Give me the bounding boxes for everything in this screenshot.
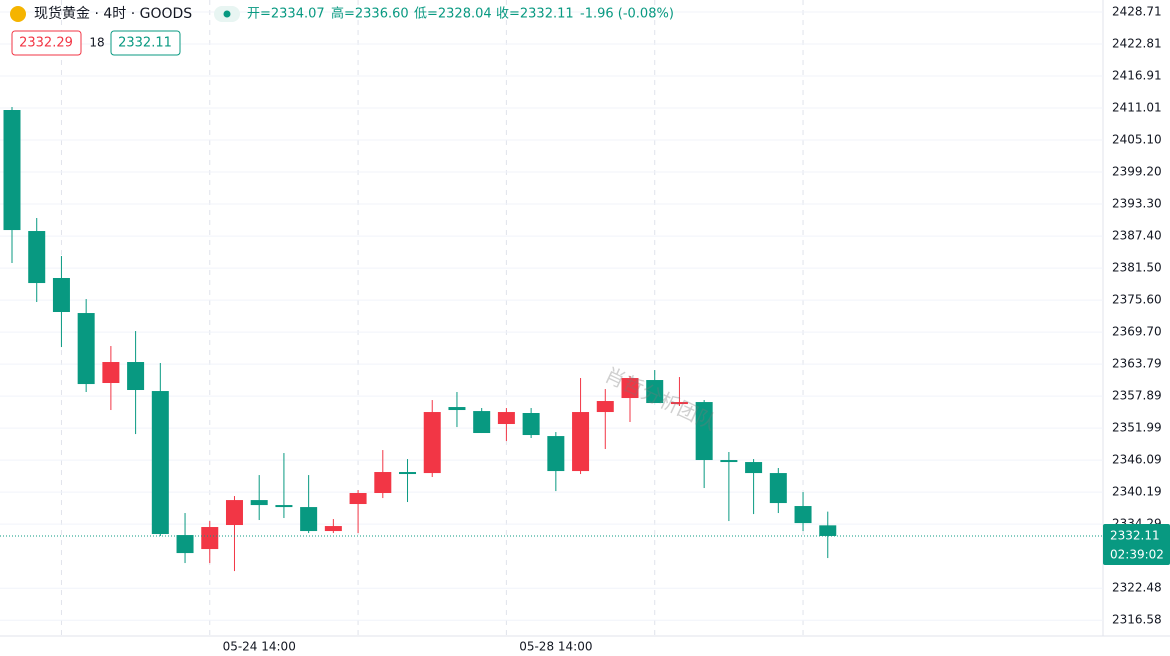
close: 收=2332.11 bbox=[496, 7, 574, 22]
y-tick-label: 2346.09 bbox=[1112, 453, 1162, 467]
countdown: 02:39:02 bbox=[1110, 547, 1164, 561]
candle-body bbox=[127, 362, 145, 391]
candle-body bbox=[225, 500, 243, 526]
candle-body bbox=[3, 110, 21, 231]
candle-body bbox=[769, 473, 787, 504]
change: -1.96 (-0.08%) bbox=[580, 7, 674, 22]
y-tick-label: 2405.10 bbox=[1112, 133, 1162, 147]
candle-body bbox=[324, 526, 342, 532]
symbol[interactable]: 现货黄金 · 4时 · GOODS bbox=[34, 5, 192, 22]
candle-body bbox=[572, 412, 590, 472]
high: 高=2336.60 bbox=[331, 6, 409, 22]
y-tick-label: 2357.89 bbox=[1112, 389, 1162, 403]
candle-body bbox=[275, 505, 293, 508]
candle-body bbox=[176, 535, 194, 554]
candle-body bbox=[28, 231, 46, 284]
candle-body bbox=[423, 412, 441, 474]
y-tick-label: 2322.48 bbox=[1112, 581, 1162, 595]
x-tick-label: 05-24 14:00 bbox=[223, 640, 296, 654]
last-price-label: 2332.11 bbox=[1110, 528, 1160, 542]
symbol-icon bbox=[10, 6, 26, 22]
watermark: 肖哲分析团队 bbox=[601, 362, 720, 434]
y-tick-label: 2340.19 bbox=[1112, 485, 1162, 499]
ask-box[interactable] bbox=[110, 30, 181, 56]
y-tick-label: 2387.40 bbox=[1112, 229, 1162, 243]
x-tick-label: 05-28 14:00 bbox=[519, 640, 592, 654]
y-tick-label: 2381.50 bbox=[1112, 261, 1162, 275]
candle-body bbox=[349, 493, 367, 505]
low: 低=2328.04 bbox=[414, 7, 492, 22]
last-price-tag bbox=[1103, 523, 1170, 565]
status-dot bbox=[223, 10, 231, 18]
candle-body bbox=[819, 525, 837, 536]
candle-body bbox=[646, 380, 664, 404]
candle-body bbox=[547, 436, 565, 472]
candle-body bbox=[300, 507, 318, 532]
candle-body bbox=[670, 402, 688, 405]
candle-body bbox=[695, 402, 713, 461]
y-tick-label: 2351.99 bbox=[1112, 421, 1162, 435]
candle-body bbox=[720, 460, 738, 463]
y-tick-label: 2399.20 bbox=[1112, 165, 1162, 179]
candle-body bbox=[794, 506, 812, 524]
open: 开=2334.07 bbox=[247, 7, 325, 22]
candle-body bbox=[102, 362, 120, 384]
candle-body bbox=[151, 391, 169, 535]
candle-body bbox=[522, 413, 540, 436]
y-tick-label: 2422.81 bbox=[1112, 36, 1162, 50]
y-tick-label: 2363.79 bbox=[1112, 357, 1162, 371]
candle-body bbox=[621, 378, 639, 399]
candle-body bbox=[473, 411, 491, 434]
candle-body bbox=[77, 313, 95, 385]
candle-body bbox=[448, 407, 466, 411]
y-tick-label: 2369.70 bbox=[1112, 325, 1162, 339]
y-tick-label: 2428.71 bbox=[1112, 4, 1162, 18]
y-tick-label: 2416.91 bbox=[1112, 68, 1162, 82]
y-tick-label: 2411.01 bbox=[1112, 100, 1162, 114]
candle-body bbox=[52, 277, 70, 313]
y-tick-label: 2316.58 bbox=[1112, 613, 1162, 627]
candle-body bbox=[201, 527, 219, 550]
candle-body bbox=[374, 472, 392, 494]
spread: 18 bbox=[89, 36, 104, 50]
candle-body bbox=[745, 462, 763, 474]
candle-body bbox=[497, 412, 515, 425]
candle-body bbox=[250, 500, 268, 506]
candle-body bbox=[399, 472, 417, 475]
bid-box[interactable] bbox=[11, 30, 82, 56]
bid: 2332.29 bbox=[19, 36, 73, 51]
candle-body bbox=[596, 401, 614, 413]
y-tick-label: 2393.30 bbox=[1112, 197, 1162, 211]
ask: 2332.11 bbox=[118, 36, 172, 51]
y-tick-label: 2375.60 bbox=[1112, 293, 1162, 307]
